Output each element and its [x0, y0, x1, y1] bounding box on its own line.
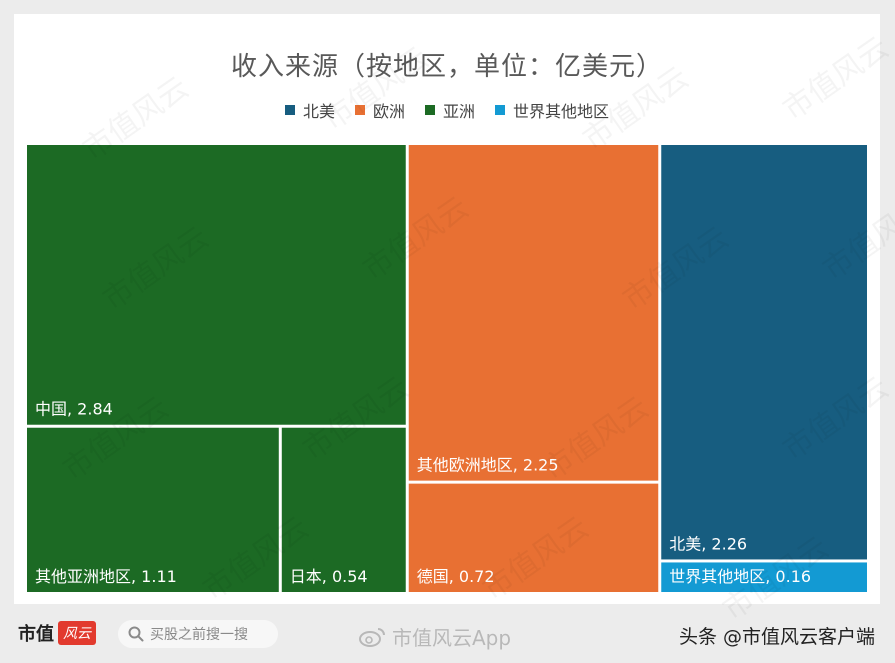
legend-swatch — [425, 105, 435, 115]
legend-item[interactable]: 欧洲 — [354, 98, 405, 122]
legend-swatch — [284, 105, 295, 115]
treemap-cell-label: 德国, 0.72 — [417, 567, 495, 586]
treemap-cell-label: 日本, 0.54 — [290, 567, 368, 586]
search-placeholder: 买股之前搜一搜 — [150, 627, 248, 643]
credit-text: 头条 @市值风云客户端 — [678, 626, 875, 648]
search-icon — [128, 626, 144, 642]
legend-label: 欧洲 — [372, 102, 405, 121]
treemap-cell[interactable] — [661, 145, 867, 560]
footer: 市值 风云 买股之前搜一搜 市值风云App 头条 @市值风云客户端 — [0, 604, 895, 663]
legend-label: 亚洲 — [443, 102, 476, 121]
search-input[interactable]: 买股之前搜一搜 — [118, 620, 278, 648]
legend-swatch — [495, 105, 506, 115]
treemap-cell-label: 其他亚洲地区, 1.11 — [35, 567, 177, 586]
legend-swatch — [354, 105, 365, 115]
weibo-icon — [359, 627, 385, 647]
legend-item[interactable]: 世界其他地区 — [495, 98, 609, 122]
weibo-watermark: 市值风云App — [358, 622, 511, 651]
treemap-cell-label: 其他欧洲地区, 2.25 — [417, 456, 559, 475]
brand-logo[interactable]: 市值 风云 — [18, 620, 96, 646]
legend-label: 北美 — [302, 102, 335, 121]
treemap-cell-label: 北美, 2.26 — [669, 534, 747, 553]
treemap-cell[interactable] — [408, 145, 659, 481]
treemap-cell[interactable] — [27, 427, 279, 592]
treemap-cell-label: 中国, 2.84 — [35, 400, 113, 419]
legend-item[interactable]: 亚洲 — [425, 98, 475, 122]
chart-title: 收入来源（按地区，单位：亿美元） — [230, 52, 663, 82]
legend-item[interactable]: 北美 — [284, 98, 335, 122]
treemap-cell[interactable] — [661, 562, 867, 592]
legend-label: 世界其他地区 — [513, 102, 610, 121]
brand-badge: 风云 — [58, 621, 96, 645]
treemap-chart: 中国, 2.84 其他亚洲地区, 1.11 日本, 0.54 其他欧洲地区, 2.25… — [27, 145, 867, 592]
brand-name: 市值 — [18, 624, 54, 645]
legend: 北美 欧洲 亚洲 世界其他地区 — [14, 98, 880, 122]
treemap-cell[interactable] — [27, 145, 406, 425]
treemap-cell[interactable] — [281, 427, 406, 592]
treemap-cell-label: 世界其他地区, 0.16 — [669, 567, 811, 586]
chart-card: 收入来源（按地区，单位：亿美元） 北美 欧洲 亚洲 世界其他地区 中国, 2.84 其他… — [14, 14, 895, 628]
treemap-cell[interactable] — [408, 483, 659, 592]
weibo-text: 市值风云App — [392, 626, 512, 650]
